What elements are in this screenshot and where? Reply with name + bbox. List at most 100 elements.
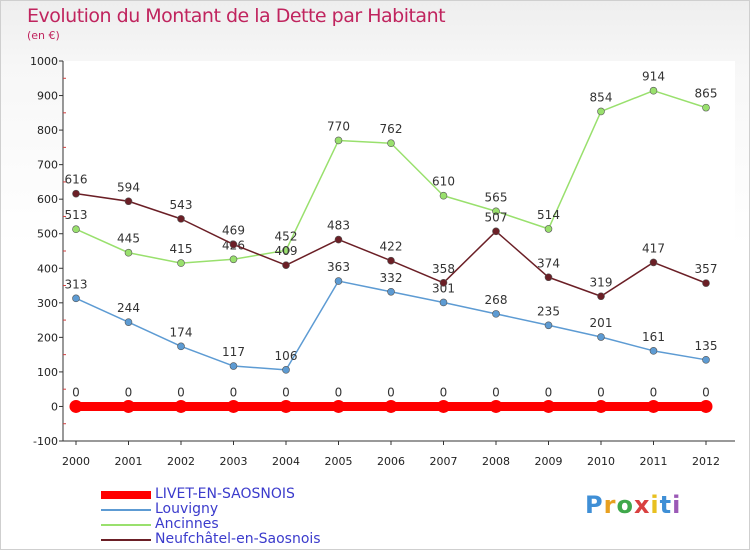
data-label: 106 <box>275 349 298 363</box>
data-label: 268 <box>485 293 508 307</box>
data-point <box>334 277 343 285</box>
data-label: 770 <box>327 119 350 133</box>
data-point <box>72 225 80 234</box>
y-tick-label: 1000 <box>30 55 58 68</box>
x-tick-label: 2005 <box>325 455 353 468</box>
data-label: 762 <box>380 122 403 136</box>
data-point <box>227 399 240 413</box>
data-point <box>334 136 343 145</box>
data-label: 452 <box>275 229 298 243</box>
chart-title: Evolution du Montant de la Dette par Hab… <box>27 5 446 27</box>
logo-letter: i <box>672 491 682 519</box>
data-label: 514 <box>537 208 560 222</box>
chart-subtitle: (en €) <box>27 29 60 42</box>
data-label: 865 <box>695 87 718 101</box>
data-label: 610 <box>432 175 455 189</box>
data-label: 507 <box>485 210 508 224</box>
data-point <box>229 362 238 370</box>
data-label: 513 <box>65 208 88 222</box>
data-point <box>282 366 290 374</box>
data-point <box>177 259 185 267</box>
data-label: 415 <box>170 242 193 256</box>
data-label: 0 <box>597 385 605 399</box>
logo-letter: r <box>603 491 617 519</box>
logo-letter: t <box>659 491 673 519</box>
data-point <box>702 356 710 364</box>
data-label: 0 <box>230 385 238 399</box>
data-point <box>544 321 553 330</box>
data-point <box>699 399 713 413</box>
data-point <box>492 310 500 318</box>
data-label: 422 <box>380 240 403 254</box>
y-tick-label: 200 <box>37 331 58 344</box>
y-tick-label: 400 <box>37 262 58 275</box>
data-point <box>649 86 658 95</box>
data-label: 174 <box>170 325 193 339</box>
data-point <box>647 399 660 413</box>
data-label: 445 <box>117 232 140 246</box>
data-label: 0 <box>387 385 395 399</box>
logo-letter: P <box>585 491 604 519</box>
data-label: 0 <box>440 385 448 399</box>
data-label: 374 <box>537 256 560 270</box>
data-label: 0 <box>702 385 710 399</box>
data-point <box>334 235 343 244</box>
x-tick-label: 2008 <box>482 455 510 468</box>
data-label: 0 <box>72 385 80 399</box>
x-tick-label: 2002 <box>167 455 195 468</box>
data-point <box>492 207 500 216</box>
legend-item: Ancinnes <box>101 517 321 532</box>
data-label: 543 <box>170 198 193 212</box>
data-point <box>439 278 448 287</box>
data-point <box>649 258 658 267</box>
data-point <box>594 399 608 413</box>
data-point <box>492 227 500 236</box>
data-point <box>439 191 448 200</box>
data-point <box>702 103 710 112</box>
data-label: 313 <box>65 277 88 291</box>
data-point <box>177 342 185 351</box>
data-label: 0 <box>282 385 290 399</box>
data-label: 565 <box>485 190 508 204</box>
data-point <box>597 292 605 301</box>
data-point <box>177 215 185 223</box>
y-tick-label: 0 <box>51 400 58 413</box>
data-label: 161 <box>642 330 665 344</box>
x-tick-label: 2000 <box>62 455 90 468</box>
data-label: 201 <box>590 316 613 330</box>
data-label: 417 <box>642 241 665 255</box>
data-point <box>702 279 710 287</box>
data-point <box>544 273 553 282</box>
x-tick-label: 2011 <box>640 455 668 468</box>
y-tick-label: -100 <box>33 435 58 448</box>
data-label: 616 <box>65 173 88 187</box>
legend-swatch <box>101 491 151 499</box>
data-point <box>544 225 553 233</box>
data-point <box>229 255 238 264</box>
legend-item: Louvigny <box>101 502 321 517</box>
data-point <box>282 246 290 255</box>
data-point <box>437 399 450 413</box>
data-label: 363 <box>327 260 350 274</box>
legend-swatch <box>101 539 151 541</box>
data-label: 0 <box>125 385 133 399</box>
logo-letter: x <box>633 491 651 519</box>
y-tick-label: 300 <box>37 297 58 310</box>
x-tick-label: 2001 <box>115 455 143 468</box>
x-tick-label: 2007 <box>430 455 458 468</box>
legend-item: Neufchâtel-en-Saosnois <box>101 532 321 547</box>
x-tick-label: 2012 <box>692 455 720 468</box>
y-tick-label: 800 <box>37 124 58 137</box>
data-label: 319 <box>590 275 613 289</box>
data-point <box>72 294 80 303</box>
x-tick-label: 2010 <box>587 455 615 468</box>
legend-label: Neufchâtel-en-Saosnois <box>155 531 321 547</box>
data-label: 594 <box>117 180 140 194</box>
y-tick-label: 600 <box>37 193 58 206</box>
y-tick-label: 100 <box>37 366 58 379</box>
y-tick-label: 900 <box>37 90 58 103</box>
legend-swatch <box>101 509 151 511</box>
data-point <box>124 248 133 257</box>
